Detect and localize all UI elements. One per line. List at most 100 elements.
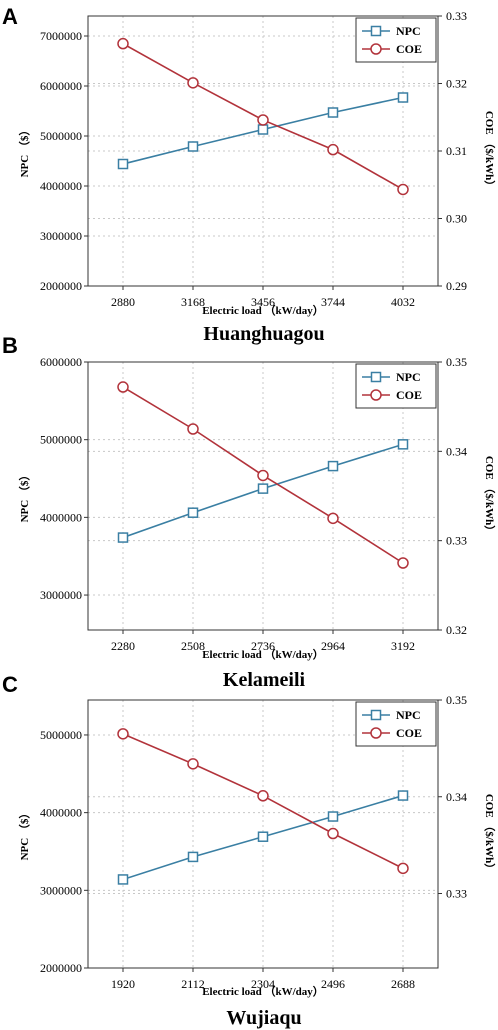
x-axis-label: Electric load （kW/day） (202, 648, 324, 661)
chart-panel-C: C 1920 2112 2304 2496 2688 2000000 3000000 40000… (2, 672, 496, 1029)
x-tick-label: 2496 (321, 977, 345, 991)
x-tick-label: 3168 (181, 295, 205, 309)
chart-panel-A: A 2880 3168 3456 3744 4032 2000000 3000000 40000… (2, 4, 496, 345)
site-title: Wujiaqu (226, 1007, 301, 1029)
right-axis-label: COE （$/kWh） (483, 111, 496, 191)
data-point-npc (327, 107, 339, 118)
data-point-npc (187, 851, 199, 863)
right-tick-label: 0.32 (446, 77, 467, 91)
data-point-coe (397, 183, 409, 196)
left-tick-label: 5000000 (40, 433, 82, 447)
left-tick-label: 7000000 (40, 29, 82, 43)
data-point-coe (187, 423, 199, 435)
x-tick-label: 2280 (111, 639, 135, 653)
left-tick-label: 3000000 (40, 229, 82, 243)
x-axis-label: Electric load （kW/day） (202, 304, 324, 317)
panel-letter: B (2, 333, 18, 358)
data-point-npc (117, 874, 129, 885)
right-tick-label: 0.34 (446, 444, 467, 458)
right-tick-label: 0.32 (446, 623, 467, 637)
legend-marker-coe (370, 43, 382, 55)
right-tick-label: 0.30 (446, 212, 467, 226)
x-tick-label: 4032 (391, 295, 415, 309)
left-axis-label: NPC （$） (18, 808, 31, 861)
data-point-coe (117, 728, 129, 740)
left-tick-label: 6000000 (40, 79, 82, 93)
data-point-coe (327, 143, 339, 156)
data-point-coe (187, 77, 199, 89)
x-tick-label: 3456 (251, 295, 275, 309)
right-tick-label: 0.33 (446, 9, 467, 23)
legend-box (355, 363, 437, 409)
data-point-npc (397, 439, 409, 450)
legend: NPC COE (355, 17, 437, 63)
data-point-coe (187, 758, 199, 770)
data-point-npc (397, 92, 409, 103)
data-point-coe (327, 827, 339, 840)
legend-label-coe: COE (396, 388, 422, 402)
x-tick-label: 1920 (111, 977, 135, 991)
panel-letter: C (2, 672, 18, 697)
right-tick-label: 0.29 (446, 279, 467, 293)
legend-label-coe: COE (396, 42, 422, 56)
right-tick-label: 0.35 (446, 355, 467, 369)
data-point-coe (257, 790, 269, 802)
x-tick-label: 2736 (251, 639, 275, 653)
legend-marker-npc (370, 371, 382, 383)
data-point-coe (257, 469, 269, 482)
data-point-npc (117, 532, 129, 543)
data-point-coe (397, 862, 409, 875)
left-tick-label: 2000000 (40, 279, 82, 293)
data-point-npc (257, 483, 269, 494)
data-point-coe (397, 557, 409, 569)
right-tick-label: 0.31 (446, 144, 467, 158)
data-point-npc (257, 124, 269, 135)
left-tick-label: 4000000 (40, 510, 82, 524)
left-tick-label: 4000000 (40, 806, 82, 820)
data-point-npc (397, 790, 409, 801)
x-tick-label: 2304 (251, 977, 275, 991)
x-tick-label: 3744 (321, 295, 345, 309)
left-tick-label: 3000000 (40, 883, 82, 897)
data-point-npc (117, 158, 129, 170)
legend-box (355, 701, 437, 747)
left-axis-label: NPC （$） (18, 470, 31, 523)
data-point-npc (257, 831, 269, 842)
left-tick-label: 4000000 (40, 179, 82, 193)
chart-panel-B: B 2280 2508 2736 2964 3192 3000000 4000000 50000… (2, 333, 496, 691)
legend-box (355, 17, 437, 63)
left-tick-label: 3000000 (40, 588, 82, 602)
right-tick-label: 0.35 (446, 693, 467, 707)
left-tick-label: 5000000 (40, 728, 82, 742)
data-point-npc (327, 460, 339, 472)
data-point-npc (187, 507, 199, 518)
site-title: Huanghuagou (203, 323, 324, 345)
left-axis-label: NPC （$） (18, 125, 31, 178)
x-tick-label: 2508 (181, 639, 205, 653)
site-title: Kelameili (223, 669, 306, 691)
legend-marker-coe (370, 389, 382, 401)
legend: NPC COE (355, 701, 437, 747)
data-point-npc (327, 811, 339, 822)
legend-marker-npc (370, 25, 382, 37)
left-tick-label: 5000000 (40, 129, 82, 143)
data-point-coe (327, 512, 339, 525)
right-axis-label: COE （$/kWh） (483, 456, 496, 536)
right-tick-label: 0.33 (446, 887, 467, 901)
legend-marker-npc (370, 709, 382, 721)
data-point-npc (187, 141, 199, 152)
legend-label-npc: NPC (396, 708, 421, 722)
legend-marker-coe (370, 727, 382, 739)
x-tick-label: 2688 (391, 977, 415, 991)
legend: NPC COE (355, 363, 437, 409)
x-axis-label: Electric load （kW/day） (202, 985, 324, 998)
x-tick-label: 2880 (111, 295, 135, 309)
right-axis-label: COE （$/kWh） (483, 794, 496, 874)
legend-label-npc: NPC (396, 24, 421, 38)
x-tick-label: 2964 (321, 639, 345, 653)
legend-label-coe: COE (396, 726, 422, 740)
legend-label-npc: NPC (396, 370, 421, 384)
data-point-coe (257, 114, 269, 126)
right-tick-label: 0.34 (446, 790, 467, 804)
